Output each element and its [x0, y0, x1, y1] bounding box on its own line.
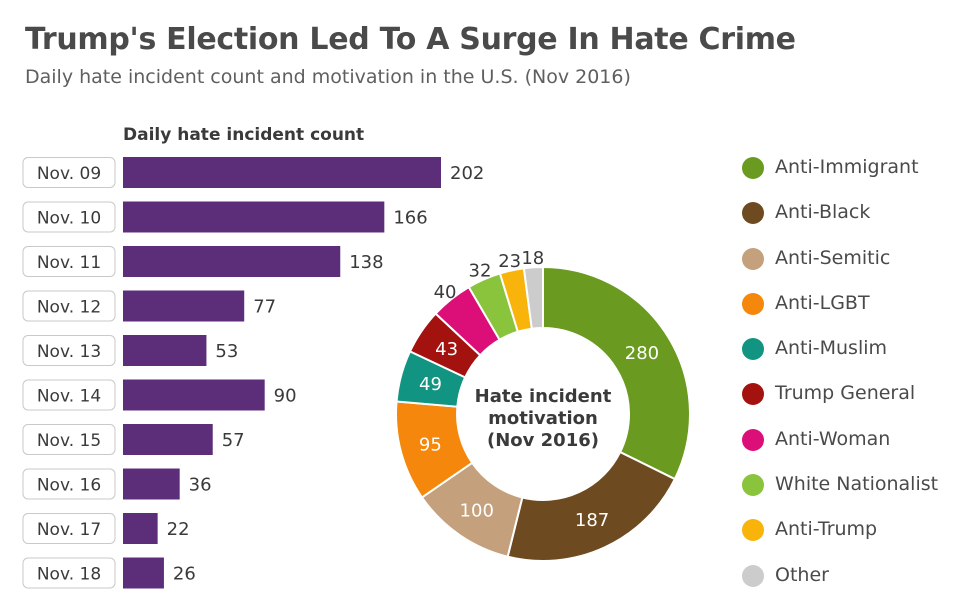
bar — [123, 424, 213, 455]
slice-value-label: 187 — [575, 510, 609, 531]
slice-value-label: 43 — [435, 339, 458, 360]
legend-swatch — [742, 474, 764, 497]
category-label: Nov. 16 — [37, 476, 101, 496]
slice-value-label: 23 — [498, 251, 521, 272]
bar-value-label: 138 — [349, 252, 383, 273]
category-label: Nov. 12 — [37, 298, 101, 318]
legend-swatch — [742, 519, 764, 542]
bar — [123, 379, 265, 411]
category-label: Nov. 13 — [37, 342, 101, 362]
donut-slice — [542, 265, 691, 481]
bar-value-label: 53 — [215, 341, 238, 362]
category-pill — [22, 290, 116, 322]
category-pill — [22, 335, 116, 366]
category-pill — [22, 557, 116, 589]
bar-chart-title: Daily hate incident count — [123, 125, 365, 145]
donut-center-label: motivation — [488, 408, 598, 429]
bar-value-label: 202 — [450, 163, 484, 184]
category-label: Nov. 09 — [37, 164, 101, 184]
legend-swatch — [742, 247, 764, 270]
legend-label: Other — [775, 563, 829, 586]
bar — [123, 246, 341, 277]
legend-swatch — [742, 202, 764, 225]
category-pill — [22, 157, 116, 188]
bar-value-label: 22 — [167, 519, 190, 540]
bar — [123, 335, 207, 366]
donut-slice — [522, 265, 544, 330]
bar-value-label: 166 — [393, 208, 427, 229]
bar — [123, 201, 385, 233]
slice-value-label: 49 — [419, 374, 442, 395]
bar-value-label: 90 — [274, 386, 297, 407]
legend-swatch — [742, 338, 764, 361]
slice-value-label: 32 — [469, 261, 492, 282]
category-pill — [22, 379, 116, 411]
bar-chart: Nov. 09 202 Nov. 10 166 Nov. 11 138 Nov. 12 77 N… — [22, 157, 484, 589]
slice-value-label: 40 — [434, 282, 457, 303]
category-label: Nov. 10 — [37, 209, 101, 229]
category-pill — [22, 246, 116, 277]
category-pill — [22, 513, 116, 544]
chart-title: Trump's Election Led To A Surge In Hate … — [25, 22, 796, 57]
legend-swatch — [742, 428, 764, 451]
bar — [123, 468, 180, 500]
legend-label: Anti-LGBT — [775, 291, 870, 314]
legend-label: Anti-Woman — [775, 427, 891, 450]
legend-label: Trump General — [775, 382, 916, 405]
bar — [123, 513, 158, 544]
legend-swatch — [742, 383, 764, 406]
donut-chart: 280 187 100 95 49 43 40 32 23 18 Hate incidentmoti… — [395, 248, 691, 562]
legend-swatch — [742, 292, 764, 315]
bar-value-label: 77 — [253, 297, 276, 318]
bar-value-label: 26 — [173, 564, 196, 585]
donut-center-label: Hate incident — [475, 386, 612, 407]
legend-swatch — [742, 564, 764, 587]
bar — [123, 290, 245, 322]
bar — [123, 557, 164, 589]
category-pill — [22, 424, 116, 455]
slice-value-label: 18 — [521, 248, 544, 269]
legend-label: Anti-Semitic — [775, 246, 891, 269]
chart-subtitle: Daily hate incident count and motivation… — [25, 66, 631, 88]
slice-value-label: 280 — [625, 343, 659, 364]
legend-label: Anti-Immigrant — [775, 156, 919, 178]
category-label: Nov. 18 — [37, 565, 101, 585]
legend-label: Anti-Muslim — [775, 337, 888, 360]
legend-label: White Nationalist — [775, 473, 939, 496]
slice-value-label: 95 — [419, 434, 442, 455]
bar-value-label: 57 — [222, 430, 245, 451]
category-label: Nov. 14 — [37, 387, 101, 407]
donut-slice — [506, 450, 677, 562]
bar-value-label: 36 — [189, 475, 212, 496]
category-pill — [22, 201, 116, 233]
legend-swatch — [742, 157, 764, 179]
slice-value-label: 100 — [460, 500, 494, 521]
donut-center-label: (Nov 2016) — [487, 430, 599, 451]
category-label: Nov. 17 — [37, 520, 101, 540]
bar — [123, 157, 441, 188]
legend-label: Anti-Trump — [775, 518, 878, 541]
legend-label: Anti-Black — [775, 201, 871, 224]
category-pill — [22, 468, 116, 500]
category-label: Nov. 15 — [37, 431, 101, 451]
category-label: Nov. 11 — [37, 253, 101, 273]
